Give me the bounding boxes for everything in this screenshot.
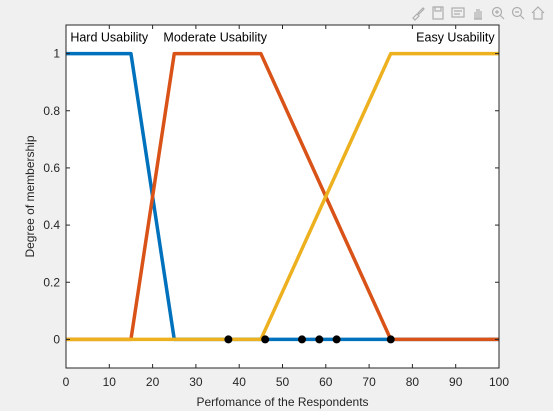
data-point xyxy=(261,335,270,344)
x-tick-label: 30 xyxy=(189,375,203,389)
pan-icon[interactable] xyxy=(469,4,487,22)
x-tick-label: 70 xyxy=(362,375,376,389)
data-point xyxy=(315,335,324,344)
x-tick-label: 100 xyxy=(489,375,509,389)
x-tick-label: 80 xyxy=(406,375,420,389)
x-tick-label: 40 xyxy=(233,375,247,389)
data-point xyxy=(297,335,306,344)
x-axis-label: Perfomance of the Respondents xyxy=(196,395,368,409)
x-tick-label: 50 xyxy=(276,375,290,389)
save-icon[interactable] xyxy=(429,4,447,22)
x-tick-label: 10 xyxy=(103,375,117,389)
x-tick-label: 90 xyxy=(449,375,463,389)
series-line-3 xyxy=(66,51,499,342)
zoom-in-icon[interactable] xyxy=(489,4,507,22)
y-tick-label: 0 xyxy=(53,332,60,346)
y-axis-label: Degree of membership xyxy=(23,135,37,257)
axes-toolbar xyxy=(409,4,547,24)
y-tick-label: 0.4 xyxy=(43,218,60,232)
plot-area xyxy=(66,25,499,368)
annotation-label: Moderate Usability xyxy=(163,31,267,45)
y-tick-label: 0.6 xyxy=(43,161,60,175)
x-tick-label: 20 xyxy=(146,375,160,389)
y-tick-label: 1 xyxy=(53,47,60,61)
data-tips-icon[interactable] xyxy=(449,4,467,22)
y-tick-label: 0.8 xyxy=(43,104,60,118)
zoom-out-icon[interactable] xyxy=(509,4,527,22)
data-point xyxy=(224,335,233,344)
brush-icon[interactable] xyxy=(409,4,427,22)
annotation-label: Hard Usability xyxy=(70,31,149,45)
x-tick-label: 0 xyxy=(63,375,70,389)
data-point xyxy=(332,335,341,344)
data-point xyxy=(386,335,395,344)
home-icon[interactable] xyxy=(529,4,547,22)
x-tick-label: 60 xyxy=(319,375,333,389)
annotation-label: Easy Usability xyxy=(416,31,495,45)
y-tick-label: 0.2 xyxy=(43,275,60,289)
